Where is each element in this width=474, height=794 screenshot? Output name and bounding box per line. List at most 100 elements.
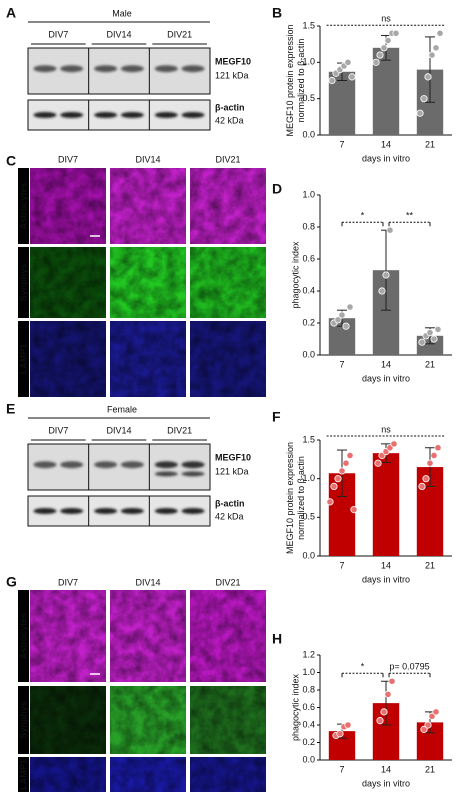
data-point xyxy=(336,730,344,738)
band-name: β-actin xyxy=(215,498,245,508)
blot-box xyxy=(27,495,211,527)
row-label: Synphys xyxy=(18,701,28,739)
data-point xyxy=(432,708,440,716)
lane-label: DIV14 xyxy=(106,425,131,435)
data-point xyxy=(424,721,432,729)
band xyxy=(60,508,84,514)
row-label: Astrocytes xyxy=(18,613,28,660)
micrograph-texture xyxy=(30,321,106,397)
lane-label: DIV21 xyxy=(167,29,192,39)
lane-label: DIV14 xyxy=(106,29,131,39)
data-point xyxy=(428,712,436,720)
band xyxy=(120,508,144,514)
band xyxy=(33,65,57,73)
y-tick-label: 0.0 xyxy=(302,754,315,764)
band xyxy=(94,65,118,73)
data-point xyxy=(338,311,346,319)
band-size: 121 kDa xyxy=(215,70,249,80)
data-point xyxy=(418,338,426,346)
y-tick-label: 0.6 xyxy=(302,702,315,712)
band-name: MEGF10 xyxy=(215,452,251,462)
x-tick-label: 21 xyxy=(425,359,435,369)
data-point xyxy=(430,335,438,343)
significance-label: ns xyxy=(381,14,391,24)
data-point xyxy=(350,505,358,514)
data-point xyxy=(328,76,336,85)
band-size: 42 kDa xyxy=(215,115,244,125)
lane-label: DIV7 xyxy=(48,425,68,435)
data-point xyxy=(374,459,382,467)
y-tick-label: 1.0 xyxy=(302,57,315,67)
lane-label: DIV7 xyxy=(48,29,68,39)
data-point xyxy=(338,467,346,475)
data-point xyxy=(424,73,432,81)
x-axis-label: days in vitro xyxy=(362,373,410,383)
micrograph-texture xyxy=(110,321,186,397)
y-tick-label: 0.0 xyxy=(302,349,315,359)
row-label: LAMP1 xyxy=(18,344,28,375)
column-label: DIV14 xyxy=(135,577,160,587)
blot-box xyxy=(27,99,211,131)
y-tick-label: 1.0 xyxy=(302,667,315,677)
band xyxy=(181,65,205,73)
data-point xyxy=(392,29,400,37)
data-point xyxy=(342,322,350,330)
x-tick-label: 7 xyxy=(339,560,344,570)
data-point xyxy=(390,440,398,448)
data-point xyxy=(380,708,388,716)
band-size: 42 kDa xyxy=(215,511,244,521)
panel-letter: D xyxy=(272,181,282,197)
data-point xyxy=(348,73,356,81)
panel-letter: G xyxy=(6,574,17,590)
band xyxy=(33,461,57,469)
data-point xyxy=(346,303,354,311)
row-label: Astrocytes xyxy=(18,183,28,230)
micrograph-texture xyxy=(30,590,106,682)
data-point xyxy=(384,690,392,698)
blot-box xyxy=(27,47,211,95)
blot-box xyxy=(27,443,211,491)
bar xyxy=(372,453,400,556)
panel-letter: E xyxy=(6,401,15,417)
x-tick-label: 21 xyxy=(425,560,435,570)
micrograph-texture xyxy=(110,247,186,318)
row-strip xyxy=(18,757,29,792)
y-tick-label: 0.4 xyxy=(302,285,315,295)
micrograph-texture xyxy=(110,590,186,682)
data-point xyxy=(428,51,436,59)
data-point xyxy=(384,36,392,45)
panel-letter: B xyxy=(272,5,282,21)
y-tick-label: 1.2 xyxy=(302,649,315,659)
band-name: MEGF10 xyxy=(215,56,251,66)
band xyxy=(154,112,178,118)
data-point xyxy=(434,444,442,452)
band xyxy=(94,508,118,514)
band xyxy=(120,112,144,118)
data-point xyxy=(416,109,424,117)
micrograph-texture xyxy=(110,686,186,754)
data-point xyxy=(420,95,428,103)
y-tick-label: 0.4 xyxy=(302,719,315,729)
x-tick-label: 21 xyxy=(425,139,435,149)
x-tick-label: 14 xyxy=(381,560,391,570)
band xyxy=(33,508,57,514)
y-tick-label: 0.0 xyxy=(302,129,315,139)
x-tick-label: 14 xyxy=(381,764,391,774)
micrograph-texture xyxy=(190,686,266,754)
data-point xyxy=(344,58,352,66)
data-point xyxy=(342,459,350,467)
column-label: DIV14 xyxy=(135,154,160,164)
row-strip xyxy=(18,321,29,397)
micrograph-texture xyxy=(30,247,106,318)
panel-letter: C xyxy=(6,153,16,169)
band-name: β-actin xyxy=(215,102,245,112)
data-point xyxy=(376,717,384,725)
band xyxy=(120,65,144,73)
data-point xyxy=(344,721,352,729)
y-tick-label: 0.8 xyxy=(302,684,315,694)
x-axis-label: days in vitro xyxy=(362,574,410,584)
y-axis-label: normalized to β-actin xyxy=(296,456,306,540)
band xyxy=(120,461,144,469)
significance-label: ns xyxy=(381,424,391,434)
